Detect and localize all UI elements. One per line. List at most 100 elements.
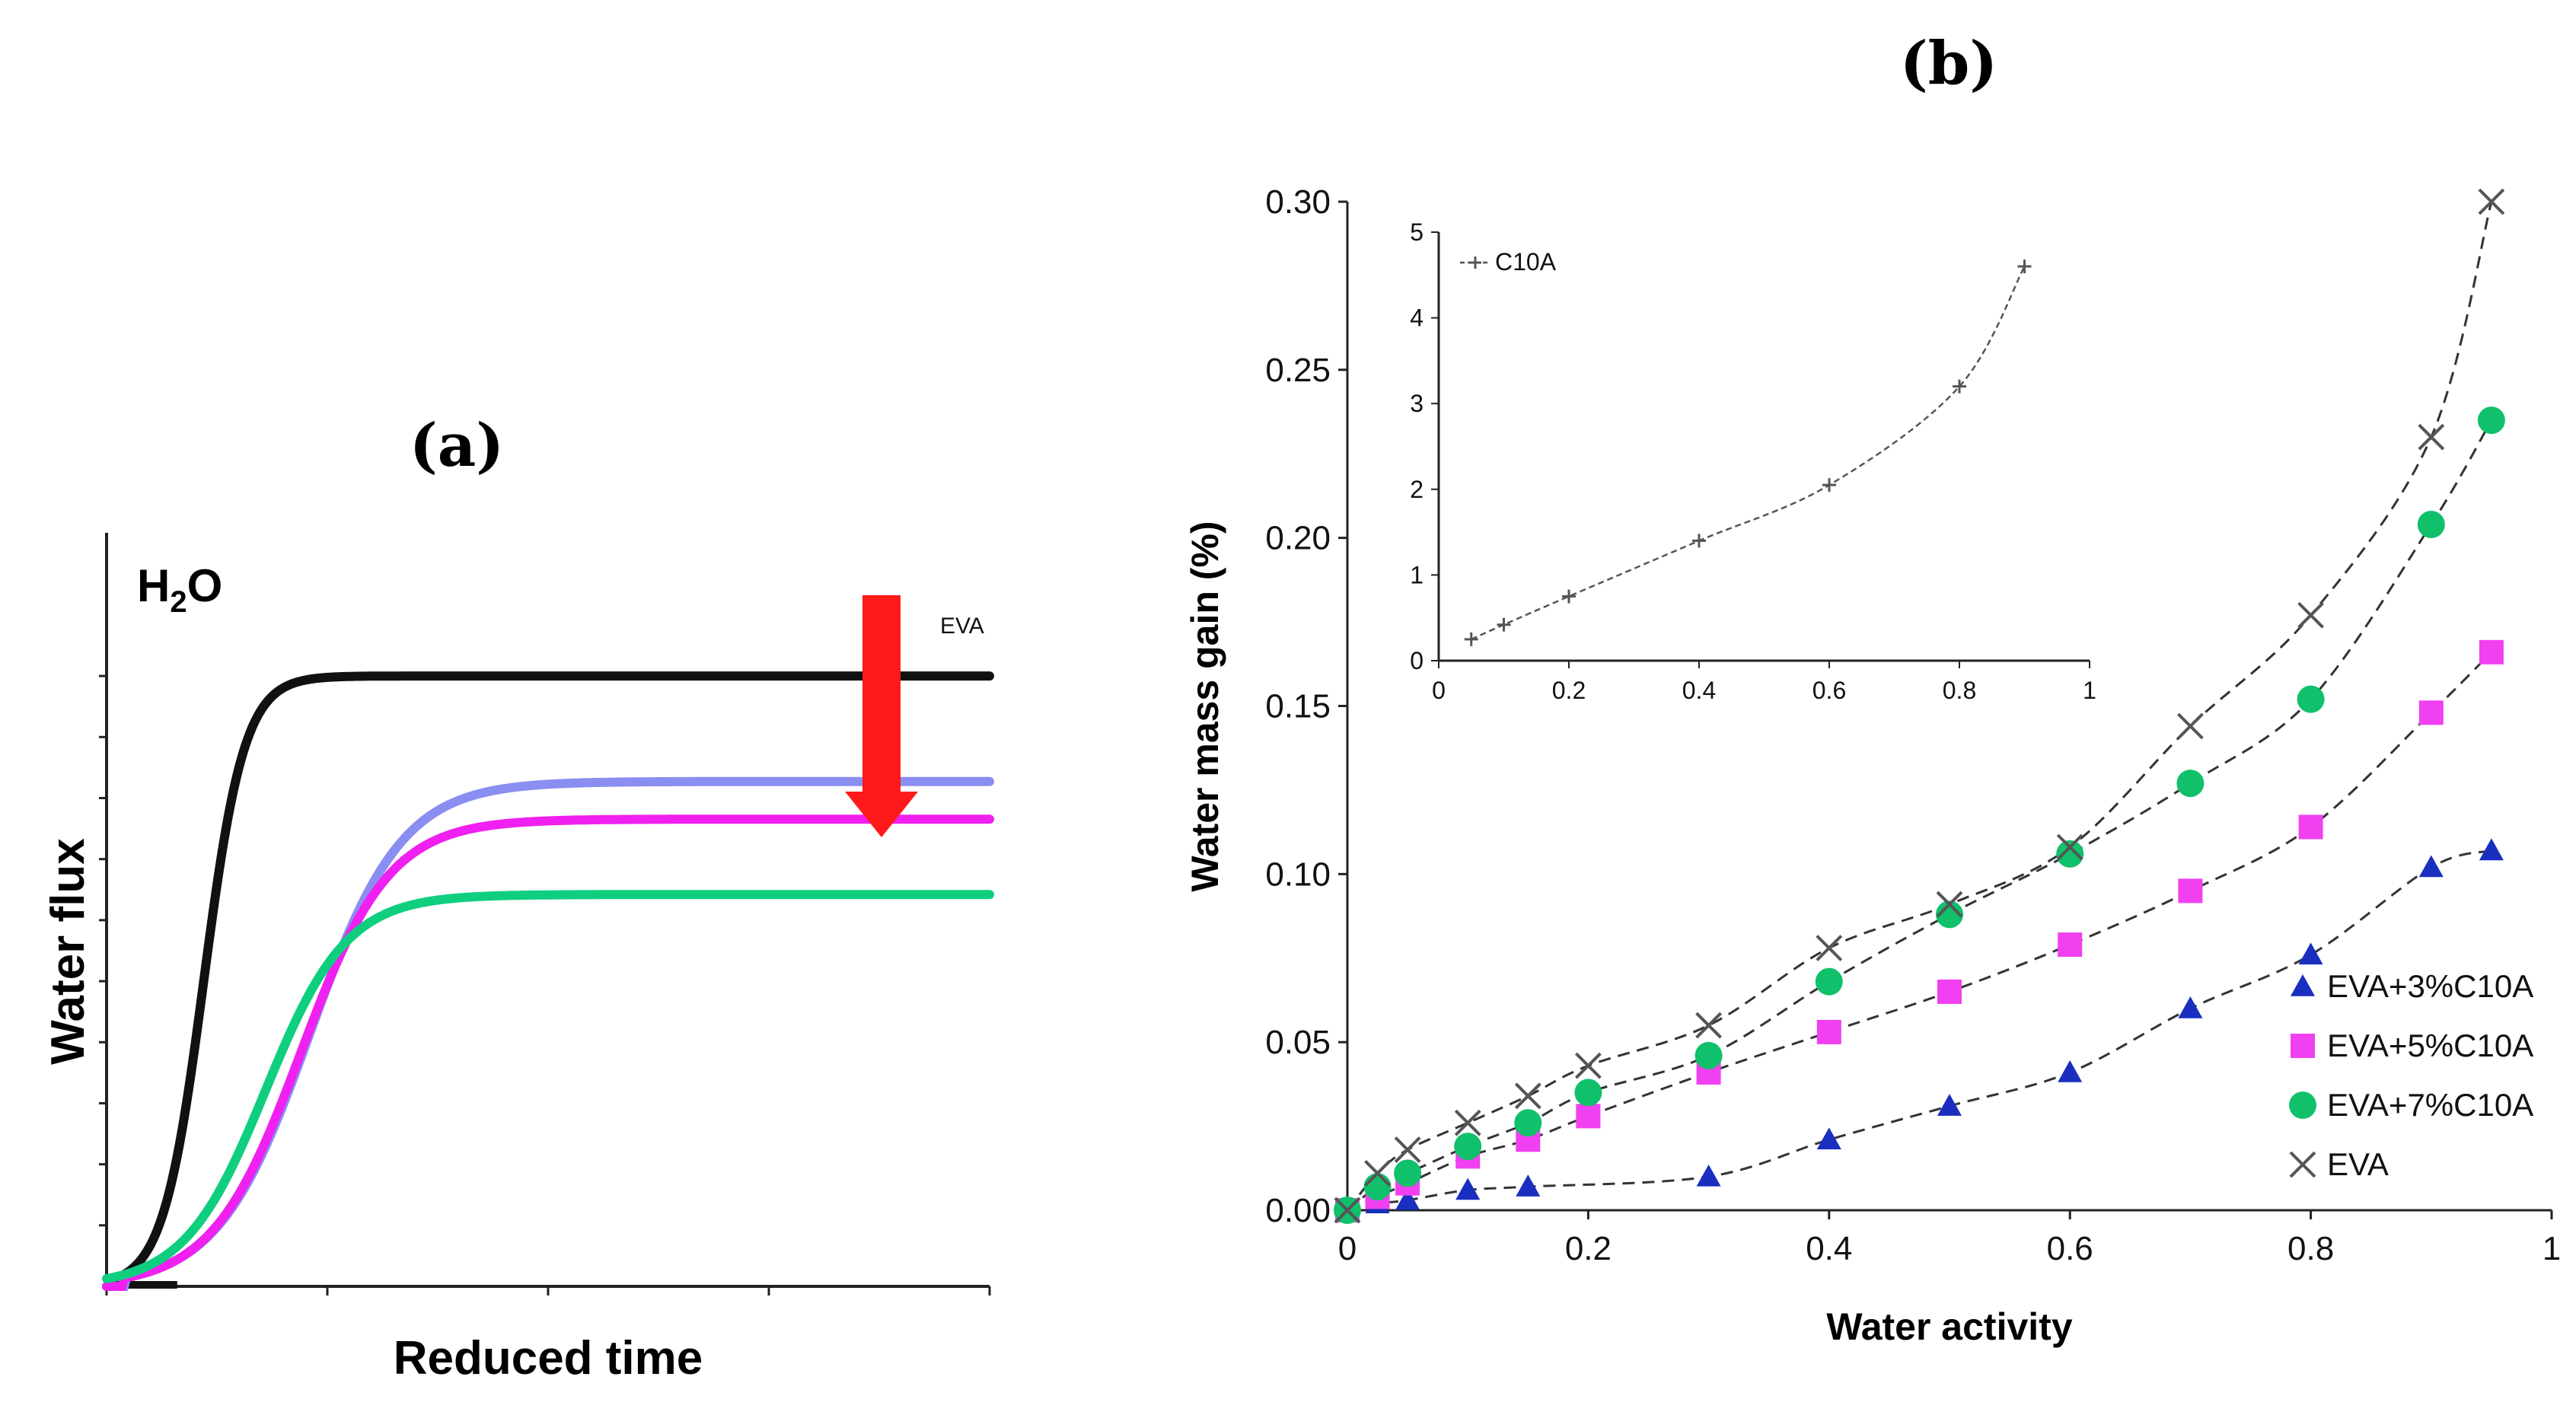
b-point-eva [1816, 935, 1843, 961]
inset-point-c10a [1497, 617, 1511, 632]
inset-y-tick-label: 3 [1410, 390, 1423, 417]
inset-x-tick-label: 0.6 [1812, 677, 1846, 704]
b-legend-marker [2291, 1034, 2315, 1058]
b-x-tick-label: 1 [2543, 1230, 2561, 1267]
b-y-tick-label: 0.10 [1265, 856, 1331, 893]
inset-point-c10a [1822, 478, 1836, 492]
inset-line-c10a [1471, 266, 2026, 640]
b-point-eva-stroke [2176, 712, 2204, 740]
b-point-eva-3-c10a [1696, 1164, 1721, 1187]
b-point-eva-stroke [1454, 1109, 1481, 1136]
panel-b-label: (b) [1900, 29, 1997, 98]
b-point-eva [1454, 1109, 1481, 1136]
b-y-tick-label: 0.15 [1265, 688, 1331, 725]
b-legend-marker-stroke [2289, 1151, 2316, 1178]
b-fit-line-eva [1346, 201, 2493, 1211]
b-point-eva-7-c10a [1694, 1041, 1723, 1069]
b-point-eva-7-c10a [1574, 1079, 1602, 1107]
inset-x-tick-label: 0.8 [1943, 677, 1976, 704]
b-point-eva-3-c10a [2058, 1060, 2083, 1082]
a-y-ticks [99, 674, 107, 1227]
inset-legend: C10A [1460, 248, 1557, 276]
b-point-eva [2478, 188, 2505, 215]
b-point-eva-5-c10a [2418, 700, 2444, 725]
b-point-eva-7-c10a [1394, 1159, 1422, 1187]
b-x-tick-label: 0 [1338, 1230, 1357, 1267]
b-point-eva-3-c10a [1455, 1178, 1481, 1200]
b-x-tick-label: 0.6 [2047, 1230, 2093, 1267]
b-point-eva [1334, 1197, 1361, 1224]
inset-y-tick-label: 4 [1410, 304, 1423, 332]
b-point-eva-stroke [1574, 1052, 1602, 1079]
b-point-eva-stroke [1695, 1012, 1723, 1039]
b-point-eva-7-c10a [2297, 685, 2325, 713]
b-legend-label: EVA+3%C10A [2327, 968, 2533, 1004]
b-point-eva-stroke [2418, 423, 2445, 451]
inset-point-c10a [1464, 632, 1478, 646]
b-point-eva-stroke [1364, 1160, 1391, 1187]
panel-a: (a) H2O EVA Reduced time Water flux [42, 411, 994, 1385]
inset-y-tick-label: 2 [1410, 476, 1423, 503]
b-point-eva-stroke [2297, 601, 2325, 629]
panel-b: (b) 0 0.2 0.4 0.6 0.8 10.000.050.100.150.200.… [1184, 29, 2561, 1348]
panel-a-label: (a) [410, 411, 504, 480]
b-y-tick-label: 0.30 [1265, 183, 1331, 221]
b-point-eva-3-c10a [2298, 942, 2323, 965]
b-point-eva-5-c10a [2058, 932, 2083, 958]
inset-point-c10a [1562, 589, 1576, 604]
b-point-eva-7-c10a [2176, 770, 2205, 798]
b-point-eva-3-c10a [1816, 1127, 1841, 1150]
inset-series [1464, 260, 2032, 646]
b-point-eva-stroke [2478, 188, 2505, 215]
b-point-eva [2056, 833, 2083, 861]
b-y-tick-label: 0.00 [1265, 1192, 1331, 1229]
b-legend-marker [2289, 1151, 2316, 1178]
b-point-eva-3-c10a [2418, 855, 2444, 878]
inset-point-c10a [2017, 260, 2032, 274]
inset-y-tick-label: 1 [1410, 561, 1423, 588]
b-point-eva-3-c10a [2479, 838, 2504, 861]
b-y-tick-label: 0.25 [1265, 352, 1331, 389]
b-point-eva-7-c10a [1815, 967, 1843, 996]
b-point-eva-5-c10a [2178, 878, 2203, 903]
inset-x-tick-label: 0.4 [1682, 677, 1716, 704]
b-point-eva [2418, 423, 2445, 451]
b-y-tick-label: 0.20 [1265, 520, 1331, 557]
a-curve-green [102, 890, 994, 1283]
b-point-eva-5-c10a [1937, 979, 1962, 1004]
b-point-eva-stroke [1394, 1136, 1421, 1163]
inset-chart: 0 0.2 0.4 0.6 0.8 1 0 1 2 3 4 5 C10A [1410, 218, 2096, 704]
b-point-eva-stroke [1816, 935, 1843, 961]
inset-y-tick-label: 5 [1410, 218, 1423, 246]
b-fit-line-eva-3-c10a [1347, 849, 2492, 1212]
b-point-eva-7-c10a [1936, 900, 1963, 929]
b-point-eva-stroke [2056, 833, 2083, 861]
a-curve-blue [102, 776, 994, 1291]
b-point-eva [1695, 1012, 1723, 1039]
b-fit-line-eva-7-c10a [1347, 419, 2493, 1212]
b-legend-marker [2289, 1092, 2316, 1119]
b-point-eva-stroke [1334, 1197, 1361, 1224]
inset-legend-marker [1469, 257, 1481, 269]
inset-x-tick-label: 1 [2083, 677, 2096, 704]
b-point-eva-7-c10a [2056, 840, 2084, 868]
a-curves [102, 671, 994, 1291]
inset-ticks: 0 0.2 0.4 0.6 0.8 1 0 1 2 3 4 5 [1410, 218, 2096, 704]
a-y-title: Water flux [42, 838, 94, 1065]
b-point-eva [1364, 1160, 1391, 1187]
down-arrow-icon [845, 595, 918, 837]
inset-x-tick-label: 0.2 [1552, 677, 1586, 704]
h2o-label: H2O [137, 560, 222, 619]
b-point-eva [2297, 601, 2325, 629]
b-point-eva [1574, 1052, 1602, 1079]
inset-legend-label: C10A [1495, 248, 1557, 276]
b-point-eva-5-c10a [1576, 1104, 1601, 1129]
b-point-eva [1394, 1136, 1421, 1163]
b-x-title: Water activity [1826, 1305, 2072, 1348]
b-point-eva-7-c10a [2417, 511, 2445, 538]
b-point-eva-7-c10a [1363, 1173, 1392, 1201]
b-legend-marker [2291, 974, 2315, 996]
b-point-eva-3-c10a [1516, 1174, 1541, 1197]
b-point-eva [1514, 1082, 1541, 1110]
